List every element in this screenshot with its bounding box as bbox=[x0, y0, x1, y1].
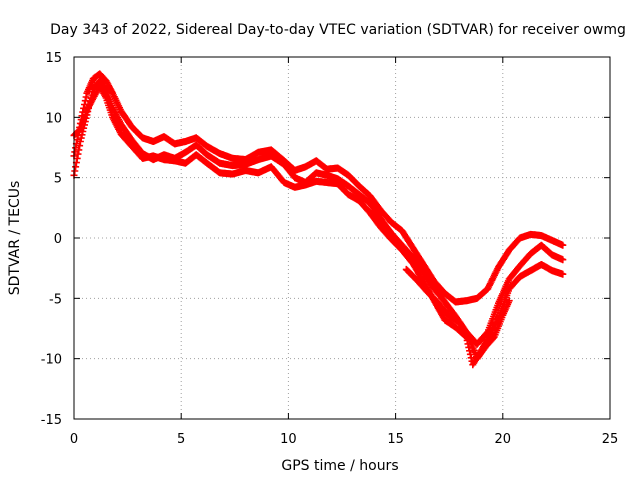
data-point bbox=[559, 241, 567, 249]
data-point bbox=[466, 336, 474, 344]
grid bbox=[74, 57, 610, 419]
chart-title: Day 343 of 2022, Sidereal Day-to-day VTE… bbox=[50, 22, 626, 38]
x-tick-label: 25 bbox=[602, 432, 619, 447]
data-series bbox=[402, 265, 513, 363]
y-tick-label: 10 bbox=[45, 111, 62, 126]
y-tick-label: -5 bbox=[49, 292, 62, 307]
x-tick-label: 20 bbox=[495, 432, 512, 447]
y-tick-label: 5 bbox=[54, 172, 62, 187]
y-tick-label: 15 bbox=[45, 51, 62, 66]
x-tick-label: 5 bbox=[177, 432, 185, 447]
y-tick-label: 0 bbox=[54, 232, 62, 247]
y-tick-label: -15 bbox=[41, 413, 62, 428]
data-point bbox=[505, 297, 513, 305]
x-tick-label: 15 bbox=[387, 432, 404, 447]
data-points bbox=[70, 70, 567, 369]
data-point bbox=[559, 270, 567, 278]
x-tick-label: 0 bbox=[70, 432, 78, 447]
x-tick-label: 10 bbox=[280, 432, 297, 447]
axis-ticks: 0 5 10 15 20 25 -15 -10 -5 0 5 10 15 bbox=[41, 51, 619, 447]
data-point bbox=[559, 256, 567, 264]
x-axis-label: GPS time / hours bbox=[281, 458, 398, 474]
y-axis-label: SDTVAR / TECUs bbox=[7, 181, 23, 296]
data-series bbox=[70, 82, 567, 369]
y-tick-label: -10 bbox=[41, 353, 62, 368]
